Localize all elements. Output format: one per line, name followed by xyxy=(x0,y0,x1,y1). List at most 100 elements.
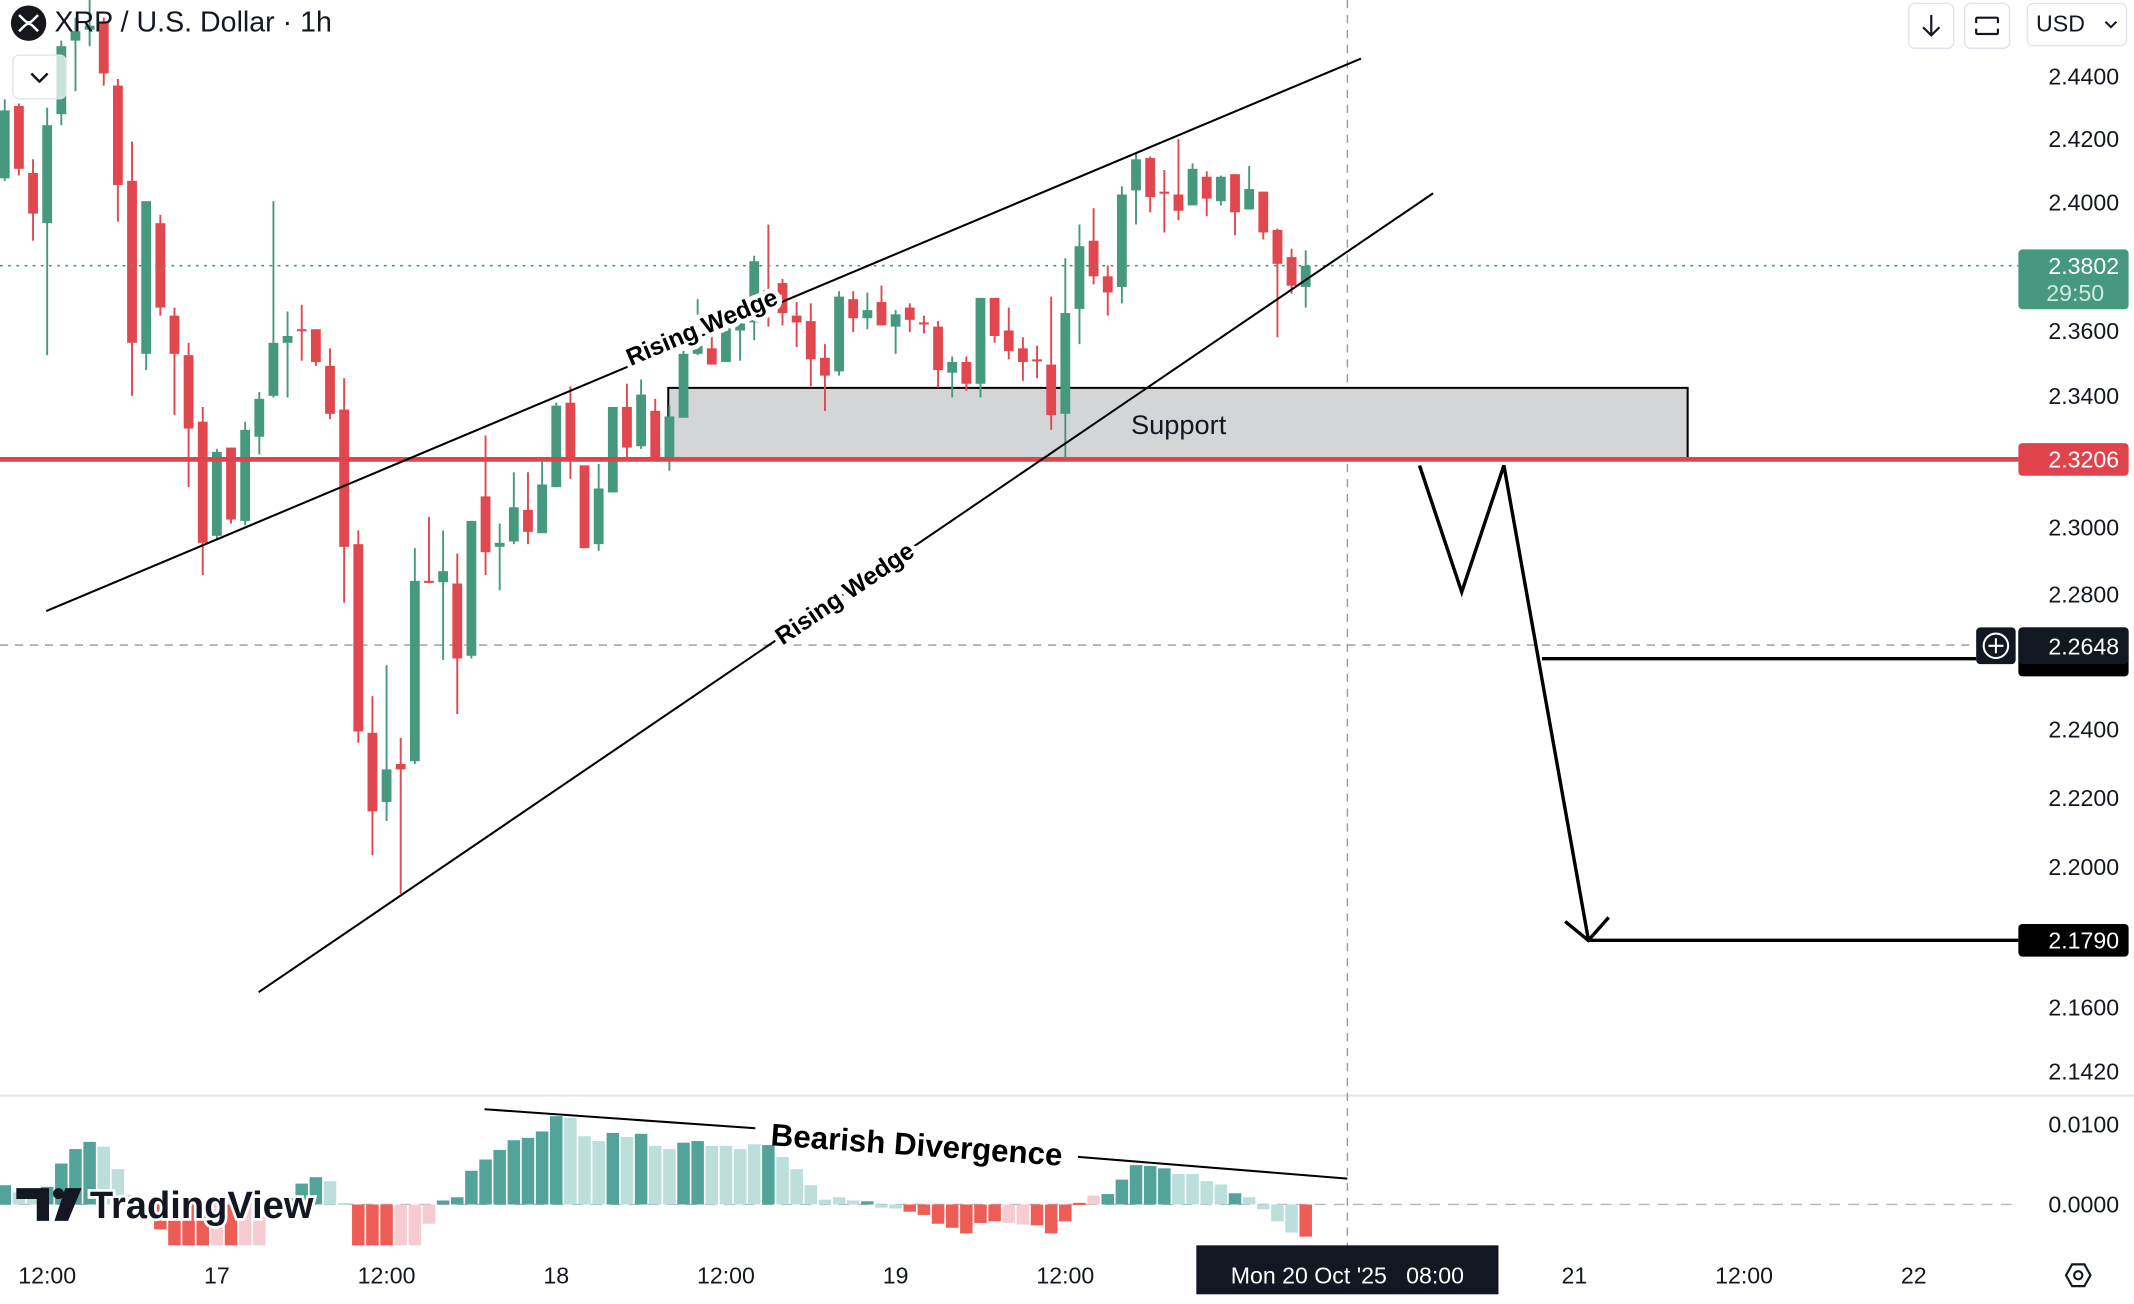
candle xyxy=(1272,228,1283,338)
fullscreen-button[interactable] xyxy=(1963,2,2011,49)
histogram-bar xyxy=(168,1204,181,1246)
histogram-bar xyxy=(366,1204,379,1246)
candle-body xyxy=(862,310,873,319)
candle xyxy=(98,17,109,86)
price-axis[interactable]: 2.4400 2.4200 2.4000 2.3600 2.3400 2.3000 2.28… xyxy=(2048,63,2119,1084)
histogram-bar xyxy=(747,1144,761,1205)
histogram-bar xyxy=(564,1117,577,1205)
crosshair-time-label: Mon 20 Oct '25 08:00 xyxy=(1196,1245,1499,1295)
candle-body xyxy=(1046,364,1057,416)
histogram-bar xyxy=(323,1181,337,1205)
price-tick-label: 2.3400 xyxy=(2048,383,2119,409)
histogram-bar xyxy=(479,1159,492,1205)
histogram-bar xyxy=(0,1185,12,1205)
divergence-line-left[interactable] xyxy=(484,1108,756,1130)
histogram-bar xyxy=(422,1204,436,1224)
macd-histogram xyxy=(0,1116,1312,1246)
candle xyxy=(650,398,661,459)
histogram-bar xyxy=(945,1204,959,1228)
candle-body xyxy=(1201,176,1212,199)
histogram-bar xyxy=(337,1202,351,1205)
plus-circle-icon xyxy=(1982,632,2010,660)
histogram-bar xyxy=(1030,1204,1044,1226)
histogram-bar xyxy=(1087,1195,1100,1205)
candle-body xyxy=(593,488,604,545)
divergence-line-right[interactable] xyxy=(1077,1155,1348,1180)
arrow-down-icon xyxy=(1922,14,1941,37)
chart-settings-button[interactable] xyxy=(2064,1263,2092,1288)
collapse-legend-button[interactable] xyxy=(12,54,67,100)
add-alert-button[interactable] xyxy=(1976,627,2016,665)
candle xyxy=(1187,163,1198,206)
candle-body xyxy=(1018,348,1028,362)
candle xyxy=(763,224,774,327)
histogram-bar xyxy=(875,1204,888,1208)
candle xyxy=(1046,296,1057,430)
histogram-bar xyxy=(224,1204,238,1246)
candle xyxy=(607,406,618,493)
current-price-label: 2.3802 29:50 xyxy=(2018,249,2129,310)
candle-body xyxy=(1244,189,1255,210)
candle xyxy=(622,383,632,458)
price-tick-label: 2.4200 xyxy=(2048,126,2119,152)
histogram-bar xyxy=(465,1170,478,1205)
target-price-label: 2.1790 xyxy=(2018,923,2129,957)
histogram-bar xyxy=(988,1204,1001,1222)
candle-body xyxy=(310,329,321,362)
candle xyxy=(1102,265,1113,316)
histogram-bar xyxy=(776,1157,789,1205)
time-tick-label: 12:00 xyxy=(18,1262,76,1288)
histogram-bar xyxy=(238,1204,252,1246)
histogram-bar xyxy=(861,1201,874,1205)
candle-body xyxy=(353,544,364,732)
candle-body xyxy=(367,732,378,812)
candle-body xyxy=(820,357,830,376)
crosshair-price-label: 2.2648 xyxy=(2018,627,2129,677)
candle-body xyxy=(1215,176,1226,202)
histogram-bar xyxy=(281,1198,294,1205)
candle xyxy=(961,356,972,391)
candle xyxy=(975,297,986,398)
rising-wedge-lower-line[interactable] xyxy=(258,192,1434,994)
candle xyxy=(735,303,745,361)
candle xyxy=(424,516,434,583)
histogram-bar xyxy=(1242,1197,1256,1205)
candle-body xyxy=(424,580,434,583)
time-axis[interactable]: 12:00 17 12:00 18 12:00 19 12:00 21 12:00 22 xyxy=(18,1262,1926,1288)
candle xyxy=(1018,337,1028,381)
candle-body xyxy=(876,302,887,326)
symbol-header[interactable]: XRP / U.S. Dollar · 1h xyxy=(10,5,332,41)
histogram-bar xyxy=(83,1141,96,1205)
histogram-bar xyxy=(549,1116,563,1205)
histogram-bar xyxy=(1186,1173,1199,1205)
candle-body xyxy=(848,299,859,319)
candle-body xyxy=(777,283,788,314)
candle xyxy=(381,665,392,822)
candle xyxy=(14,103,24,176)
histogram-bar xyxy=(1271,1204,1284,1222)
histogram-bar xyxy=(1228,1193,1242,1205)
candle xyxy=(480,435,491,576)
histogram-bar xyxy=(917,1204,931,1215)
candle xyxy=(1060,258,1071,462)
histogram-bar xyxy=(719,1145,733,1205)
histogram-bar xyxy=(196,1204,209,1246)
scroll-to-latest-button[interactable] xyxy=(1908,2,1955,49)
histogram-bar xyxy=(139,1204,153,1211)
histogram-bar xyxy=(1299,1204,1312,1237)
price-tick-label: 2.4000 xyxy=(2048,190,2119,216)
candle-body xyxy=(141,201,152,354)
time-tick-label: 12:00 xyxy=(358,1262,416,1288)
indicator-axis[interactable]: 0.0100 0.0000 xyxy=(2048,1111,2119,1217)
candle-body xyxy=(112,85,123,185)
candle-body xyxy=(1230,174,1240,213)
currency-dropdown[interactable]: USD xyxy=(2026,2,2128,47)
projected-price-path[interactable] xyxy=(1417,464,1590,940)
rising-wedge-upper-line[interactable] xyxy=(45,57,1362,613)
histogram-bar xyxy=(648,1145,662,1205)
settings-hexagon-icon xyxy=(2064,1263,2092,1288)
support-zone[interactable] xyxy=(668,387,1688,458)
candle xyxy=(947,356,958,398)
